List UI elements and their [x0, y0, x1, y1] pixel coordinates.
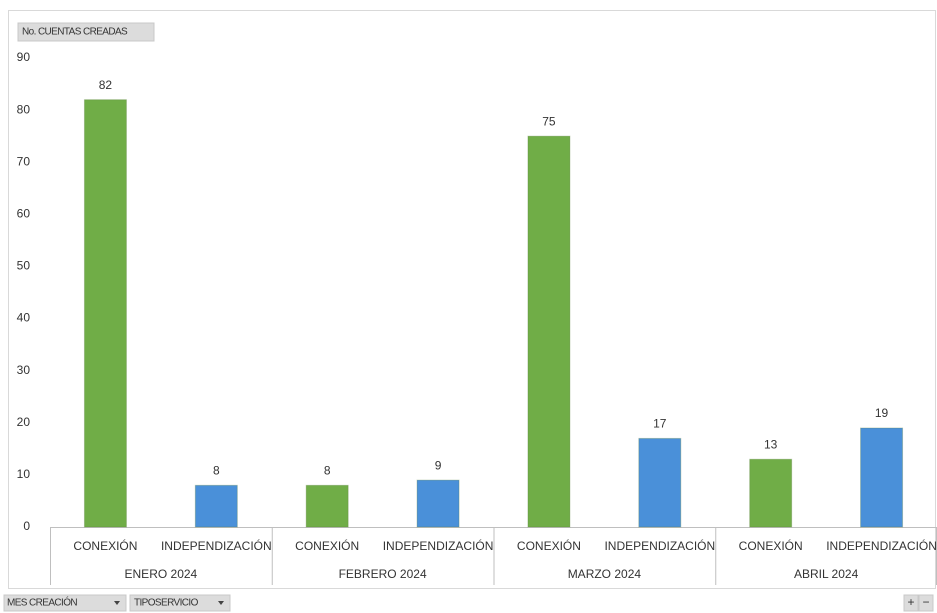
axis-field-label: TIPOSERVICIO: [134, 598, 199, 609]
y-tick-label: 10: [17, 467, 31, 481]
y-tick-label: 50: [17, 259, 31, 273]
button-background: [918, 594, 934, 612]
zoom-label: −: [922, 595, 929, 609]
y-tick-label: 30: [17, 363, 31, 377]
group-label: MARZO 2024: [568, 567, 642, 581]
y-tick-label: 70: [17, 154, 31, 168]
button-background: [129, 594, 231, 612]
x-tick-label: INDEPENDIZACIÓN: [826, 538, 937, 553]
y-tick-label: 60: [17, 207, 31, 221]
zoom-label: +: [907, 595, 914, 609]
y-tick-label: 40: [17, 311, 31, 325]
button-background: [17, 22, 155, 42]
x-tick-label: INDEPENDIZACIÓN: [604, 538, 715, 553]
x-tick-label: CONEXIÓN: [517, 538, 581, 553]
bar: [416, 479, 460, 528]
bar: [527, 135, 571, 528]
value-field-label: No. CUENTAS CREADAS: [22, 27, 128, 38]
data-label: 13: [764, 437, 778, 451]
bar: [638, 437, 682, 528]
axis-field-button[interactable]: TIPOSERVICIO: [129, 594, 231, 612]
bar: [749, 458, 793, 528]
x-tick-label: CONEXIÓN: [295, 538, 359, 553]
dropdown-arrow: [114, 601, 120, 605]
data-label: 8: [213, 463, 220, 477]
group-label: ENERO 2024: [125, 567, 198, 581]
data-label: 8: [324, 463, 331, 477]
data-label: 9: [435, 458, 442, 472]
y-tick-label: 0: [23, 519, 30, 533]
bar: [860, 427, 904, 528]
x-tick-label: INDEPENDIZACIÓN: [383, 538, 494, 553]
dropdown-arrow: [218, 601, 224, 605]
value-field-button[interactable]: No. CUENTAS CREADAS: [17, 22, 155, 42]
x-tick-label: CONEXIÓN: [739, 538, 803, 553]
chart-area: [8, 10, 936, 589]
y-tick-label: 90: [17, 50, 31, 64]
data-label: 19: [875, 406, 889, 420]
button-background: [903, 594, 919, 612]
y-tick-label: 80: [17, 102, 31, 116]
group-label: ABRIL 2024: [794, 567, 859, 581]
data-label: 75: [542, 114, 556, 128]
zoom-button[interactable]: +: [903, 594, 919, 612]
group-label: FEBRERO 2024: [339, 567, 427, 581]
button-background: [3, 594, 127, 612]
y-tick-label: 20: [17, 415, 31, 429]
bar: [83, 99, 127, 528]
data-label: 17: [653, 417, 667, 431]
bar: [305, 484, 349, 528]
zoom-button[interactable]: −: [918, 594, 934, 612]
bar: [194, 484, 238, 528]
data-label: 82: [99, 78, 113, 92]
x-tick-label: INDEPENDIZACIÓN: [161, 538, 272, 553]
x-tick-label: CONEXIÓN: [73, 538, 137, 553]
axis-field-label: MES CREACIÓN: [7, 596, 77, 609]
axis-field-button[interactable]: MES CREACIÓN: [3, 594, 127, 612]
